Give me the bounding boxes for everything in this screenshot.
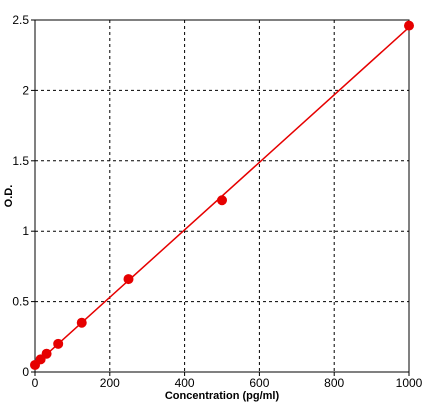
x-axis-title: Concentration (pg/ml)	[165, 390, 280, 402]
x-tick-label: 400	[175, 376, 195, 390]
x-tick-label: 800	[324, 376, 344, 390]
y-axis-title: O.D.	[3, 185, 15, 208]
data-point	[217, 195, 227, 206]
y-tick-label: 1	[22, 224, 29, 238]
data-points	[30, 20, 414, 370]
x-tick-label: 1000	[396, 376, 423, 390]
x-tick-label: 0	[32, 376, 39, 390]
plot-area-frame	[34, 19, 410, 373]
data-point	[76, 317, 87, 328]
x-tick-label: 600	[249, 376, 269, 390]
data-point	[35, 354, 46, 365]
data-point	[53, 338, 64, 349]
y-tick-label: 2.5	[12, 13, 29, 27]
grid-lines	[35, 20, 409, 372]
data-point	[123, 274, 134, 285]
data-point	[41, 348, 52, 359]
y-tick-label: 2	[22, 83, 29, 97]
y-tick-label: 0	[22, 365, 29, 379]
x-tick-label: 200	[100, 376, 120, 390]
y-tick-label: 1.5	[12, 154, 29, 168]
y-tick-label: 0.5	[12, 295, 29, 309]
data-point	[404, 20, 414, 31]
axis-ticks: 0 200 400 600 800 1000 0 0.5 1 1.5 2 2.5	[12, 13, 422, 390]
